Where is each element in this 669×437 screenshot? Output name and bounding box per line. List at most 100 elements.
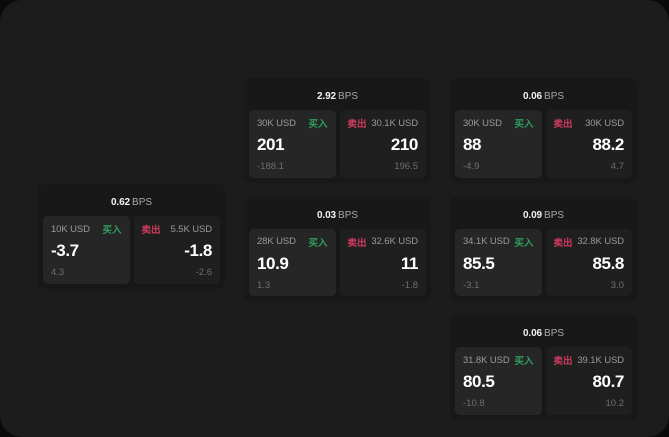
- card-body: 28K USD 买入 10.9 1.3 32.6K USD 卖出 11 -1.8: [249, 228, 426, 296]
- quote-card[interactable]: 0.06 BPS 31.8K USD 买入 80.5 -10.8 39.1K USD 卖出 80…: [450, 315, 637, 420]
- buy-side-panel[interactable]: 30K USD 买入 201 -188.1: [249, 110, 336, 178]
- card-body: 10K USD 买入 -3.7 4.3 5.5K USD 卖出 -1.8 -2.6: [43, 216, 220, 284]
- sell-delta: 3.0: [610, 279, 624, 291]
- bps-unit-label: BPS: [132, 197, 153, 208]
- bps-unit-label: BPS: [544, 91, 565, 102]
- buy-side-header: 31.8K USD 买入: [463, 354, 534, 368]
- sell-price: 80.7: [592, 372, 625, 391]
- sell-side-header: 32.6K USD 卖出: [347, 236, 419, 249]
- buy-action-label[interactable]: 买入: [514, 356, 534, 367]
- sell-size-label: 32.8K USD: [577, 236, 624, 247]
- buy-side-panel[interactable]: 28K USD 买入 10.9 1.3: [249, 228, 336, 296]
- sell-price: -1.8: [184, 241, 212, 260]
- buy-size-label: 10K USD: [51, 223, 90, 235]
- buy-delta: -4.9: [463, 161, 480, 172]
- buy-size-label: 34.1K USD: [463, 236, 510, 247]
- bps-value: 0.03: [316, 209, 337, 221]
- sell-side-panel[interactable]: 32.6K USD 卖出 11 -1.8: [339, 228, 426, 296]
- sell-price: 85.8: [592, 253, 625, 273]
- sell-action-label[interactable]: 卖出: [553, 119, 573, 130]
- card-header: 0.09 BPS: [455, 203, 632, 229]
- quote-column-3: 0.06 BPS 30K USD 买入 88 -4.9 30K USD 卖出 88.2 4.7 0.…: [450, 78, 637, 420]
- sell-action-label[interactable]: 卖出: [553, 356, 573, 367]
- sell-side-panel[interactable]: 30.1K USD 卖出 210 196.5: [339, 110, 426, 178]
- quote-card[interactable]: 0.62 BPS 10K USD 买入 -3.7 4.3 5.5K USD 卖出 -1.8 -2.…: [38, 184, 225, 289]
- buy-delta: -188.1: [257, 161, 284, 172]
- quote-card[interactable]: 0.06 BPS 30K USD 买入 88 -4.9 30K USD 卖出 88.2 4.7: [450, 78, 637, 183]
- sell-side-header: 32.8K USD 卖出: [553, 236, 625, 249]
- buy-action-label[interactable]: 买入: [308, 119, 328, 130]
- sell-side-panel[interactable]: 39.1K USD 卖出 80.7 10.2: [545, 347, 632, 415]
- buy-size-label: 31.8K USD: [463, 354, 510, 366]
- sell-action-label[interactable]: 卖出: [347, 119, 367, 130]
- buy-delta: 1.3: [257, 279, 271, 291]
- buy-price: -3.7: [51, 241, 79, 260]
- buy-side-panel[interactable]: 10K USD 买入 -3.7 4.3: [43, 216, 130, 284]
- card-body: 31.8K USD 买入 80.5 -10.8 39.1K USD 卖出 80.7 10.2: [455, 347, 632, 415]
- buy-delta: -3.1: [463, 279, 480, 291]
- buy-action-label[interactable]: 买入: [514, 237, 534, 249]
- card-header: 0.06 BPS: [455, 321, 632, 347]
- bps-unit-label: BPS: [544, 328, 565, 339]
- sell-action-label[interactable]: 卖出: [347, 237, 367, 249]
- quote-card[interactable]: 0.09 BPS 34.1K USD 买入 85.5 -3.1 32.8K USD 卖出 85.…: [450, 196, 637, 301]
- sell-delta: 4.7: [610, 161, 624, 172]
- card-body: 34.1K USD 买入 85.5 -3.1 32.8K USD 卖出 85.8 3.0: [455, 228, 632, 296]
- sell-delta: 10.2: [605, 398, 625, 409]
- buy-delta: -10.8: [463, 398, 485, 409]
- card-header: 0.03 BPS: [249, 203, 426, 229]
- card-header: 0.06 BPS: [455, 84, 632, 110]
- bps-value: 2.92: [316, 91, 337, 102]
- sell-delta: -1.8: [401, 279, 418, 291]
- sell-side-header: 39.1K USD 卖出: [553, 354, 625, 368]
- bps-value: 0.09: [522, 209, 543, 221]
- sell-size-label: 30K USD: [585, 117, 624, 129]
- buy-action-label[interactable]: 买入: [102, 225, 122, 236]
- sell-price: 88.2: [592, 135, 625, 154]
- buy-size-label: 30K USD: [257, 117, 296, 129]
- card-body: 30K USD 买入 88 -4.9 30K USD 卖出 88.2 4.7: [455, 110, 632, 178]
- bps-value: 0.06: [522, 328, 543, 339]
- sell-delta: -2.6: [195, 267, 212, 278]
- card-header: 2.92 BPS: [249, 84, 426, 110]
- card-header: 0.62 BPS: [43, 190, 220, 216]
- buy-price: 80.5: [463, 372, 495, 391]
- buy-side-header: 28K USD 买入: [257, 236, 328, 249]
- quote-column-1: 0.62 BPS 10K USD 买入 -3.7 4.3 5.5K USD 卖出 -1.8 -2.…: [38, 78, 225, 289]
- sell-action-label[interactable]: 卖出: [141, 225, 161, 236]
- sell-delta: 196.5: [394, 161, 418, 172]
- buy-action-label[interactable]: 买入: [308, 237, 328, 249]
- buy-side-header: 34.1K USD 买入: [463, 236, 534, 249]
- bps-value: 0.06: [522, 91, 543, 102]
- sell-side-panel[interactable]: 5.5K USD 卖出 -1.8 -2.6: [133, 216, 220, 284]
- sell-price: 11: [400, 253, 419, 273]
- buy-action-label[interactable]: 买入: [514, 119, 534, 130]
- buy-side-panel[interactable]: 34.1K USD 买入 85.5 -3.1: [455, 228, 542, 296]
- bps-unit-label: BPS: [338, 91, 359, 102]
- quote-column-2: 2.92 BPS 30K USD 买入 201 -188.1 30.1K USD 卖出 210 1…: [244, 78, 431, 301]
- buy-side-panel[interactable]: 30K USD 买入 88 -4.9: [455, 110, 542, 178]
- sell-side-header: 5.5K USD 卖出: [141, 223, 213, 237]
- sell-side-panel[interactable]: 32.8K USD 卖出 85.8 3.0: [545, 228, 632, 296]
- quote-card[interactable]: 2.92 BPS 30K USD 买入 201 -188.1 30.1K USD 卖出 210 1…: [244, 78, 431, 183]
- buy-price: 10.9: [257, 253, 289, 273]
- buy-size-label: 30K USD: [463, 117, 502, 129]
- buy-size-label: 28K USD: [257, 236, 296, 247]
- card-body: 30K USD 买入 201 -188.1 30.1K USD 卖出 210 196.5: [249, 110, 426, 178]
- sell-price: 210: [390, 135, 419, 154]
- buy-price: 85.5: [463, 253, 495, 273]
- sell-side-header: 30K USD 卖出: [553, 117, 625, 131]
- buy-side-header: 30K USD 买入: [257, 117, 328, 131]
- sell-size-label: 5.5K USD: [170, 223, 213, 235]
- bps-unit-label: BPS: [338, 209, 359, 221]
- sell-size-label: 32.6K USD: [371, 236, 418, 247]
- quote-card[interactable]: 0.03 BPS 28K USD 买入 10.9 1.3 32.6K USD 卖出 11 -1.8: [244, 196, 431, 301]
- sell-size-label: 39.1K USD: [577, 354, 624, 366]
- sell-action-label[interactable]: 卖出: [553, 237, 573, 249]
- sell-side-panel[interactable]: 30K USD 卖出 88.2 4.7: [545, 110, 632, 178]
- buy-delta: 4.3: [51, 267, 65, 278]
- buy-side-header: 30K USD 买入: [463, 117, 534, 131]
- bps-unit-label: BPS: [544, 209, 565, 221]
- buy-side-panel[interactable]: 31.8K USD 买入 80.5 -10.8: [455, 347, 542, 415]
